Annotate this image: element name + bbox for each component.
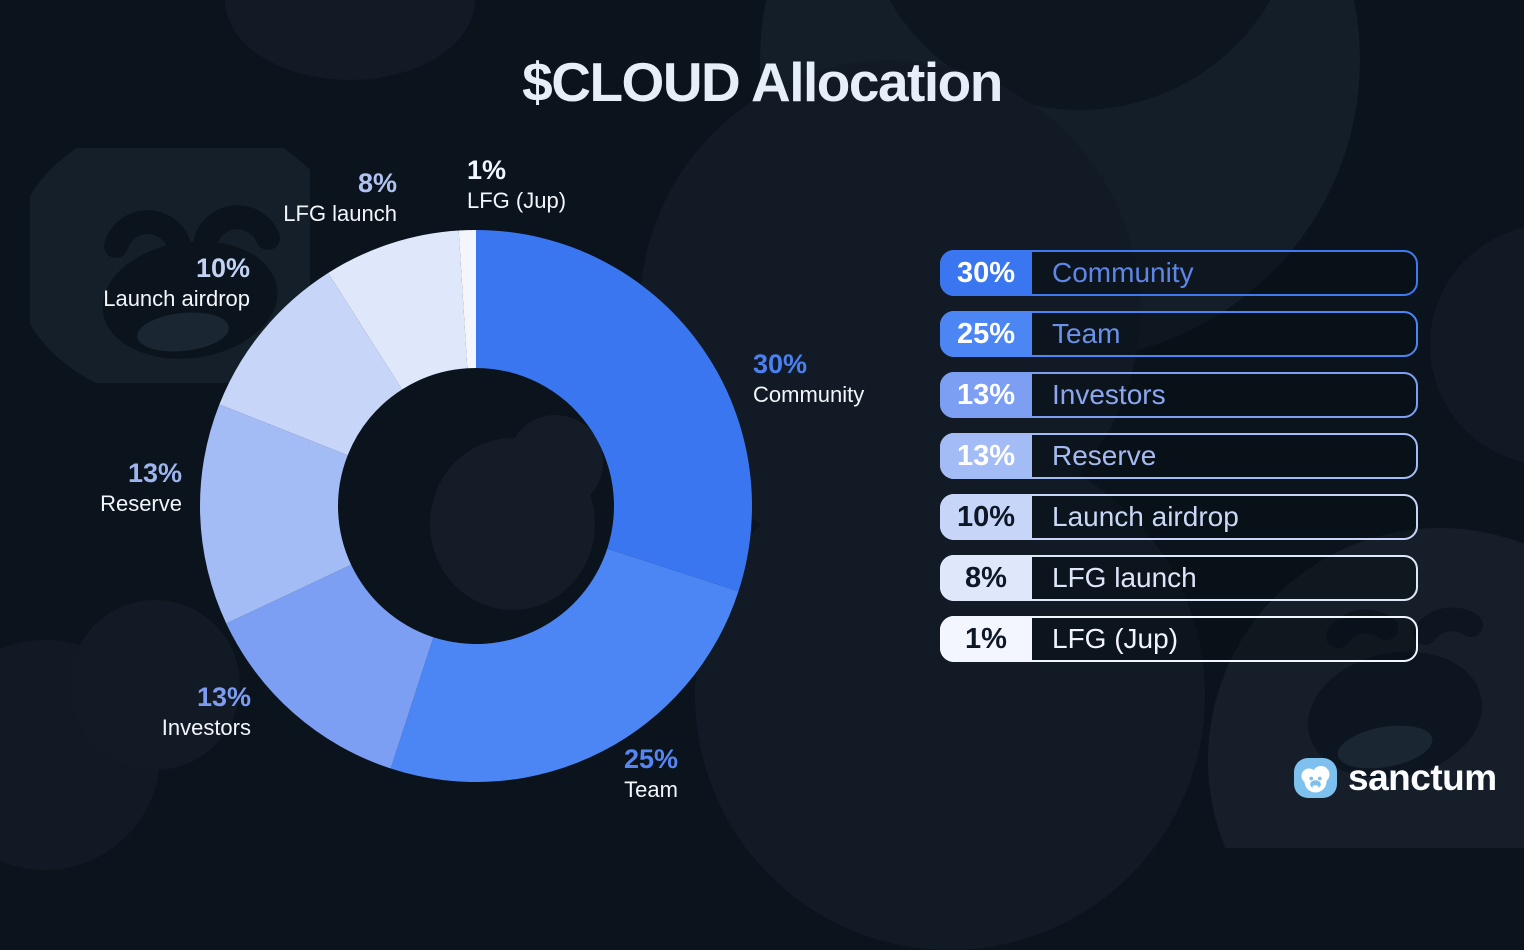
callout-pct: 1%: [467, 155, 507, 185]
legend-label: LFG launch: [1052, 562, 1197, 593]
callout-label: Reserve: [100, 491, 182, 516]
callout-launch-airdrop: 10% Launch airdrop: [100, 253, 250, 311]
cloud-face-bottom-right: [1208, 528, 1524, 848]
legend-badge: 1%: [940, 616, 1032, 662]
callout-lfg-launch: 8% LFG launch: [257, 168, 397, 226]
legend-badge: 30%: [940, 250, 1032, 296]
callout-label: LFG launch: [283, 201, 397, 226]
legend-label: Investors: [1052, 379, 1166, 410]
page-title: $CLOUD Allocation: [522, 51, 1003, 113]
legend-badge: 25%: [940, 311, 1032, 357]
legend-label: LFG (Jup): [1052, 623, 1179, 654]
callout-reserve: 13% Reserve: [82, 458, 182, 516]
background-blob: [70, 600, 240, 770]
callout-investors: 13% Investors: [131, 682, 251, 740]
donut-slice-reserve: [199, 404, 352, 624]
donut-chart: [199, 229, 752, 782]
brand-name: sanctum: [1348, 757, 1497, 798]
legend: 30% Community 25% Team 13% Investors 13%…: [940, 250, 1418, 662]
callout-pct: 8%: [357, 168, 397, 198]
legend-row-team: 25% Team: [940, 311, 1418, 357]
callout-label: Team: [624, 777, 678, 802]
legend-badge: 13%: [940, 372, 1032, 418]
callout-lfg-jup: 1% LFG (Jup): [467, 155, 566, 213]
background-blob: [508, 415, 603, 510]
callout-label: LFG (Jup): [467, 188, 567, 213]
legend-row-launch-airdrop: 10% Launch airdrop: [940, 494, 1418, 540]
callout-pct: 10%: [195, 253, 250, 283]
callout-pct: 13%: [196, 682, 251, 712]
cloud-face-top-left: [30, 148, 310, 383]
legend-badge: 8%: [940, 555, 1032, 601]
callout-community: 30% Community: [753, 349, 864, 407]
legend-row-community: 30% Community: [940, 250, 1418, 296]
donut-slice-lfg-launch: [328, 230, 468, 390]
brand-logo: sanctum: [1294, 757, 1497, 799]
donut-slice-team: [390, 548, 739, 782]
donut-slice-launch-airdrop: [219, 272, 403, 456]
callout-pct: 30%: [753, 349, 808, 379]
legend-label: Team: [1052, 318, 1121, 349]
donut-slice-community: [476, 230, 752, 592]
donut-slice-lfg-jup: [458, 229, 476, 369]
callout-pct: 25%: [623, 744, 679, 774]
callout-pct: 13%: [127, 458, 182, 488]
legend-badge: 13%: [940, 433, 1032, 479]
callout-label: Community: [753, 382, 865, 407]
legend-label: Launch airdrop: [1052, 501, 1239, 532]
legend-label: Community: [1052, 257, 1194, 288]
background-blob: [1430, 225, 1524, 465]
cloud-smiley-icon: [1294, 758, 1337, 798]
donut-slice-investors: [226, 564, 434, 769]
callout-team: 25% Team: [596, 744, 706, 802]
legend-row-lfg-launch: 8% LFG launch: [940, 555, 1418, 601]
legend-badge: 10%: [940, 494, 1032, 540]
callout-label: Investors: [161, 715, 251, 740]
legend-label: Reserve: [1052, 440, 1157, 471]
legend-row-reserve: 13% Reserve: [940, 433, 1418, 479]
legend-row-lfg-jup: 1% LFG (Jup): [940, 616, 1418, 662]
legend-row-investors: 13% Investors: [940, 372, 1418, 418]
callout-label: Launch airdrop: [103, 286, 250, 311]
